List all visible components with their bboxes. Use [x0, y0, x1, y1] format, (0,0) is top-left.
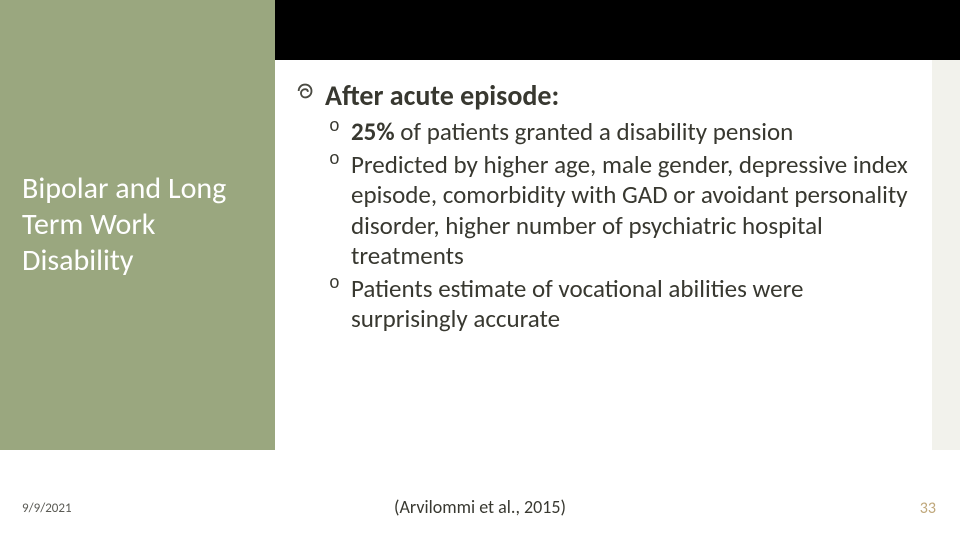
main-heading: After acute episode:: [325, 78, 559, 113]
citation: (Arvilommi et al., 2015): [0, 496, 960, 518]
list-item: Patients estimate of vocational abilitie…: [329, 274, 915, 335]
page-number: 33: [920, 499, 936, 518]
list-item: Predicted by higher age, male gender, de…: [329, 150, 915, 272]
slide-title: Bipolar and Long Term Work Disability: [0, 171, 275, 279]
content-area: After acute episode: 25% of patients gra…: [295, 78, 915, 337]
left-panel: Bipolar and Long Term Work Disability: [0, 0, 275, 450]
list-item-bold: 25%: [351, 116, 395, 147]
right-strip: [932, 60, 960, 450]
slide-date: 9/9/2021: [22, 501, 72, 516]
main-bullet: After acute episode:: [295, 78, 915, 113]
main-heading-text: After acute episode:: [325, 78, 559, 113]
list-item-text: Patients estimate of vocational abilitie…: [351, 273, 803, 335]
list-item-text: Predicted by higher age, male gender, de…: [351, 149, 908, 272]
slide: Bipolar and Long Term Work Disability Af…: [0, 0, 960, 540]
swirl-icon: [295, 80, 317, 106]
list-item: 25% of patients granted a disability pen…: [329, 117, 915, 148]
list-item-text: of patients granted a disability pension: [395, 116, 794, 147]
sub-bullet-list: 25% of patients granted a disability pen…: [329, 117, 915, 335]
